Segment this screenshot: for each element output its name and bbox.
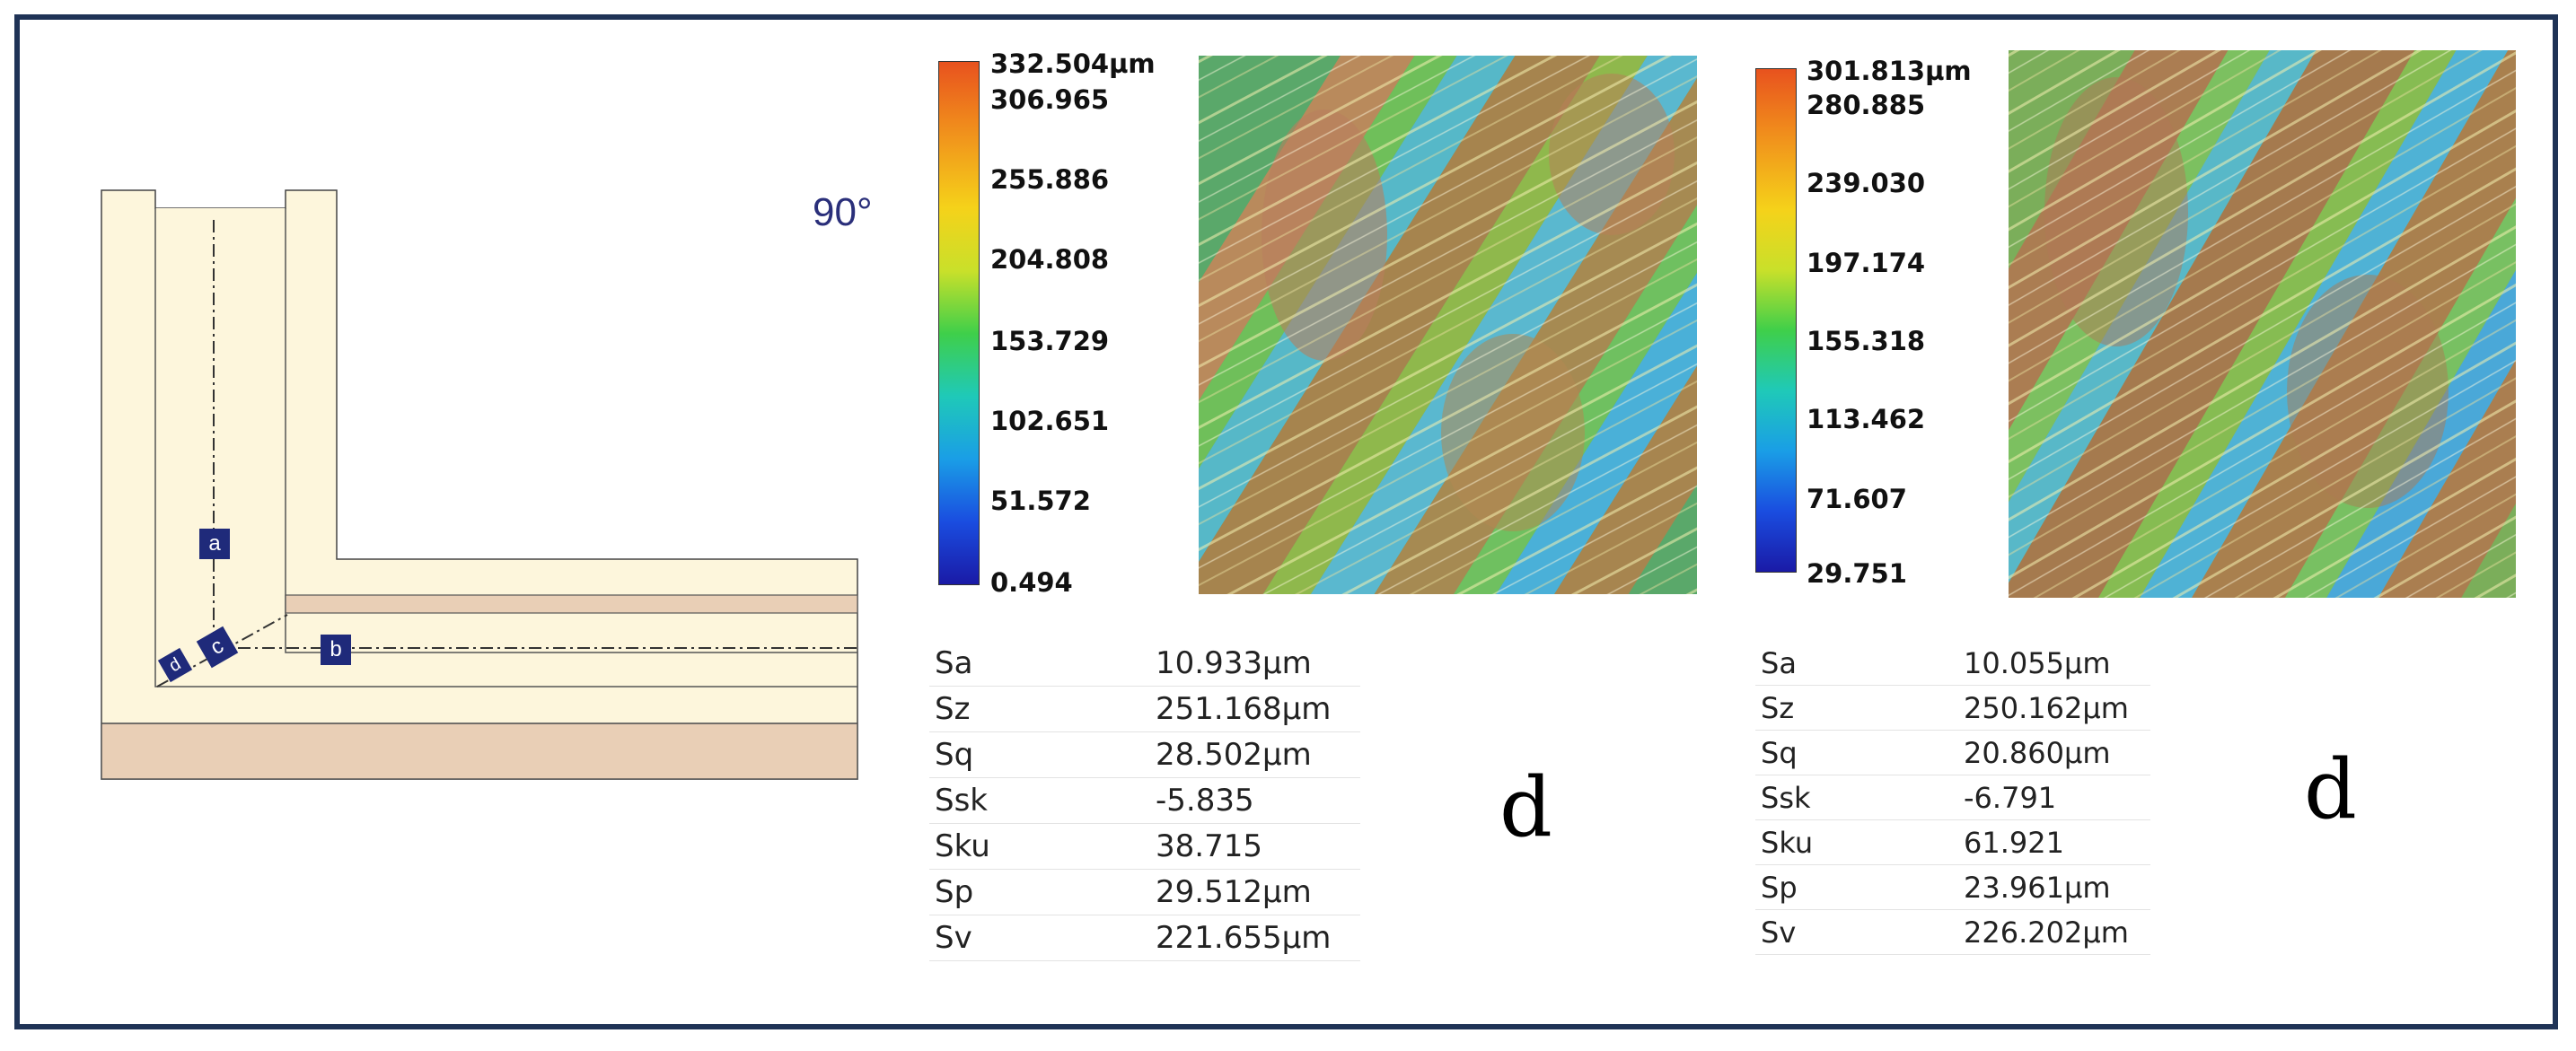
colorbar-2-tick: 239.030 bbox=[1807, 168, 1926, 198]
param-name: Sp bbox=[929, 869, 1150, 915]
panel-label-2: d bbox=[2304, 741, 2357, 837]
table-row: Sku 38.715 bbox=[929, 823, 1360, 870]
table-row: Sv 221.655µm bbox=[929, 915, 1360, 961]
point-label-b: b bbox=[321, 635, 351, 665]
table-row: Sa 10.055µm bbox=[1755, 641, 2150, 686]
colorbar-2-tick: 280.885 bbox=[1807, 90, 1926, 120]
colorbar-1-tick: 255.886 bbox=[990, 164, 1110, 195]
table-row: Sa 10.933µm bbox=[929, 641, 1360, 687]
colorbar-1-tick: 0.494 bbox=[990, 567, 1073, 598]
colorbar-1-tick: 102.651 bbox=[990, 406, 1110, 436]
surface-map-2 bbox=[2009, 50, 2516, 598]
param-name: Sa bbox=[1755, 641, 1958, 686]
colorbar-2-tick: 301.813µm bbox=[1807, 56, 1972, 86]
panel-label-1: d bbox=[1499, 759, 1552, 855]
colorbar-2-tick: 29.751 bbox=[1807, 558, 1907, 589]
param-value: 29.512µm bbox=[1150, 869, 1360, 915]
table-row: Ssk -6.791 bbox=[1755, 775, 2150, 820]
param-value: 250.162µm bbox=[1958, 685, 2150, 731]
param-name: Sv bbox=[929, 915, 1150, 961]
param-value: 221.655µm bbox=[1150, 915, 1360, 961]
colorbar-2-tick: 113.462 bbox=[1807, 404, 1926, 434]
table-row: Sz 250.162µm bbox=[1755, 685, 2150, 731]
colorbar-2 bbox=[1755, 68, 1797, 573]
param-value: 251.168µm bbox=[1150, 686, 1360, 732]
upper-layer-strip bbox=[285, 594, 858, 614]
table-row: Sp 23.961µm bbox=[1755, 864, 2150, 910]
param-value: -5.835 bbox=[1150, 777, 1360, 824]
colorbar-1-tick: 153.729 bbox=[990, 326, 1110, 356]
param-name: Sku bbox=[1755, 819, 1958, 865]
joint-diagram bbox=[101, 189, 858, 780]
param-name: Sz bbox=[1755, 685, 1958, 731]
table-row: Sz 251.168µm bbox=[929, 686, 1360, 732]
param-name: Sv bbox=[1755, 909, 1958, 955]
colorbar-2-tick: 71.607 bbox=[1807, 484, 1907, 514]
param-name: Sq bbox=[1755, 730, 1958, 775]
param-value: 28.502µm bbox=[1150, 731, 1360, 778]
bottom-layer-strip bbox=[101, 723, 858, 780]
colorbar-2-tick: 155.318 bbox=[1807, 326, 1926, 356]
angle-label: 90° bbox=[813, 190, 873, 234]
table-row: Sp 29.512µm bbox=[929, 869, 1360, 915]
param-value: 20.860µm bbox=[1958, 730, 2150, 775]
roughness-table-2: Sa 10.055µm Sz 250.162µm Sq 20.860µm Ssk -6.… bbox=[1755, 641, 2150, 955]
colorbar-1-tick: 332.504µm bbox=[990, 48, 1156, 79]
param-name: Sq bbox=[929, 731, 1150, 778]
table-row: Sq 28.502µm bbox=[929, 731, 1360, 778]
table-row: Sq 20.860µm bbox=[1755, 730, 2150, 775]
colorbar-1-tick: 204.808 bbox=[990, 244, 1110, 275]
table-row: Sku 61.921 bbox=[1755, 819, 2150, 865]
colorbar-1-tick: 51.572 bbox=[990, 486, 1091, 516]
colorbar-2-tick: 197.174 bbox=[1807, 248, 1926, 278]
colorbar-1 bbox=[938, 61, 980, 585]
surface-map-1 bbox=[1199, 56, 1697, 594]
table-row: Sv 226.202µm bbox=[1755, 909, 2150, 955]
param-name: Sa bbox=[929, 641, 1150, 687]
param-value: 10.055µm bbox=[1958, 641, 2150, 686]
param-name: Sp bbox=[1755, 864, 1958, 910]
param-name: Ssk bbox=[1755, 775, 1958, 820]
param-name: Ssk bbox=[929, 777, 1150, 824]
roughness-table-1: Sa 10.933µm Sz 251.168µm Sq 28.502µm Ssk -5.… bbox=[929, 641, 1360, 961]
param-value: 38.715 bbox=[1150, 823, 1360, 870]
colorbar-1-tick: 306.965 bbox=[990, 84, 1110, 115]
param-value: 61.921 bbox=[1958, 819, 2150, 865]
param-value: 226.202µm bbox=[1958, 909, 2150, 955]
table-row: Ssk -5.835 bbox=[929, 777, 1360, 824]
param-value: 23.961µm bbox=[1958, 864, 2150, 910]
point-label-a: a bbox=[199, 529, 230, 559]
param-value: -6.791 bbox=[1958, 775, 2150, 820]
param-value: 10.933µm bbox=[1150, 641, 1360, 687]
param-name: Sku bbox=[929, 823, 1150, 870]
param-name: Sz bbox=[929, 686, 1150, 732]
